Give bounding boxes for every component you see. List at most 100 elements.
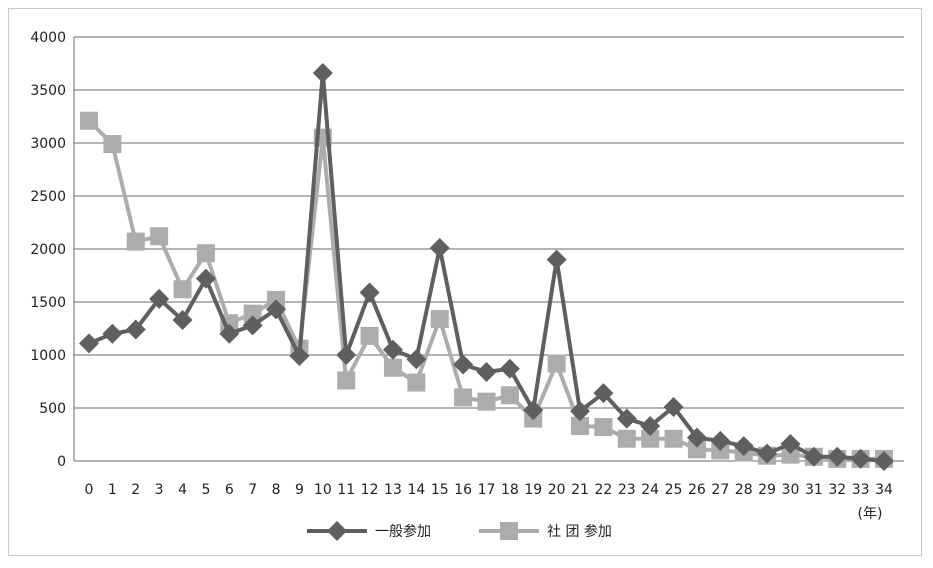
data-point	[500, 386, 519, 405]
x-tick-label: 24	[641, 482, 659, 498]
data-point	[289, 346, 310, 367]
data-point	[219, 323, 240, 344]
data-point	[733, 436, 754, 457]
data-point	[430, 309, 449, 328]
legend: 一般参加 社 团 参加	[307, 521, 612, 541]
y-tick-label: 1500	[30, 295, 66, 311]
data-point	[594, 418, 613, 437]
data-point	[640, 416, 661, 437]
x-tick-label: 33	[852, 482, 870, 498]
data-point	[382, 339, 403, 360]
data-point	[312, 63, 333, 84]
data-point	[523, 400, 544, 421]
x-tick-label: 27	[711, 482, 729, 498]
y-tick-label: 500	[39, 401, 66, 417]
series-club	[80, 111, 893, 468]
data-point	[360, 326, 379, 345]
data-point	[571, 417, 590, 436]
x-tick-label: 23	[618, 482, 636, 498]
x-tick-label: 11	[337, 482, 355, 498]
y-tick-label: 2500	[30, 189, 66, 205]
y-tick-label: 3000	[30, 136, 66, 152]
data-point	[687, 440, 706, 459]
data-point	[803, 446, 824, 467]
data-point	[874, 451, 894, 471]
x-tick-label: 21	[571, 482, 589, 498]
x-tick-label: 2	[131, 482, 140, 498]
y-tick-label: 4000	[30, 30, 66, 46]
data-point	[266, 299, 287, 320]
y-tick-label: 1000	[30, 348, 66, 364]
data-point	[79, 333, 99, 354]
y-axis-tick-labels: 0 500 1000 1500 2000 2500 3000 3500 4000	[30, 30, 66, 470]
data-point	[173, 280, 192, 299]
x-tick-label: 13	[384, 482, 402, 498]
data-point	[242, 315, 263, 336]
data-point	[827, 446, 848, 467]
y-tick-label: 2000	[30, 242, 66, 258]
x-tick-label: 26	[688, 482, 706, 498]
data-point	[150, 227, 169, 246]
x-tick-label: 20	[548, 482, 566, 498]
y-tick-label: 0	[57, 454, 66, 470]
x-tick-label: 28	[735, 482, 753, 498]
x-tick-label: 34	[875, 482, 893, 498]
data-point	[196, 244, 215, 263]
data-point	[546, 249, 567, 270]
data-point	[476, 361, 497, 382]
x-axis-unit-label: (年)	[858, 506, 883, 522]
x-tick-label: 17	[478, 482, 496, 498]
data-point	[710, 430, 731, 451]
data-point	[406, 349, 427, 370]
data-point	[103, 135, 122, 154]
x-tick-label: 14	[407, 482, 425, 498]
x-tick-label: 32	[828, 482, 846, 498]
data-point	[663, 396, 684, 417]
data-point	[593, 383, 614, 404]
data-point	[781, 445, 800, 464]
series-group	[79, 63, 894, 471]
x-tick-label: 1	[108, 482, 117, 498]
x-tick-label: 30	[782, 482, 800, 498]
x-tick-label: 7	[248, 482, 257, 498]
x-tick-label: 10	[314, 482, 332, 498]
data-point	[616, 408, 637, 429]
x-tick-label: 22	[594, 482, 612, 498]
data-point	[757, 443, 778, 464]
data-point	[850, 448, 871, 469]
data-point	[125, 319, 146, 340]
data-point	[149, 288, 170, 309]
legend-marker	[500, 522, 518, 540]
x-tick-label: 9	[295, 482, 304, 498]
legend-marker	[327, 521, 347, 541]
data-point	[617, 429, 636, 448]
data-point	[499, 358, 520, 379]
x-tick-label: 8	[272, 482, 281, 498]
data-point	[172, 310, 193, 331]
data-point	[454, 388, 473, 407]
data-point	[570, 401, 591, 422]
data-point	[547, 354, 566, 373]
x-tick-label: 6	[225, 482, 234, 498]
data-point	[429, 237, 450, 258]
data-point	[102, 323, 123, 344]
x-tick-label: 29	[758, 482, 776, 498]
x-tick-label: 16	[454, 482, 472, 498]
data-point	[641, 429, 660, 448]
data-point	[126, 232, 145, 251]
x-tick-label: 12	[361, 482, 379, 498]
data-point	[664, 429, 683, 448]
legend-item: 一般参加	[307, 521, 431, 541]
x-tick-label: 5	[201, 482, 210, 498]
data-point	[407, 373, 426, 392]
legend-item: 社 团 参加	[479, 522, 612, 540]
data-point	[359, 282, 380, 303]
legend-label: 一般参加	[375, 523, 431, 540]
series-general	[79, 63, 894, 471]
x-tick-label: 18	[501, 482, 519, 498]
x-tick-label: 4	[178, 482, 187, 498]
x-tick-label: 15	[431, 482, 449, 498]
x-axis-tick-labels: 0 1 2 3 4 5 6 7 8 9 10 11 12 13 14 15 16 17 18 19 20 21 22 23 24…	[85, 482, 893, 498]
